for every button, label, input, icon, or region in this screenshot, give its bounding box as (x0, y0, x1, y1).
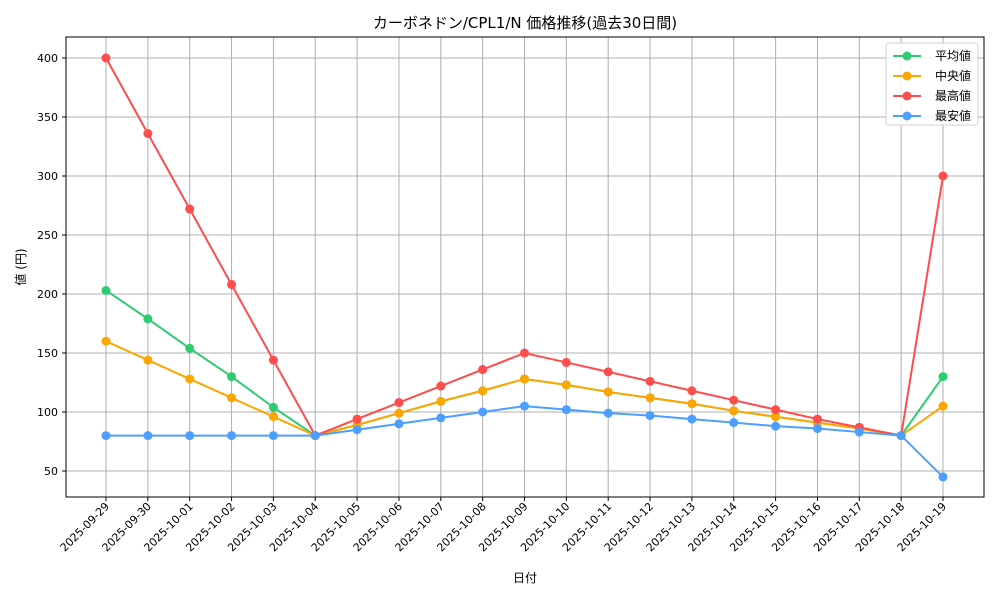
data-point (227, 431, 237, 441)
y-tick-label: 250 (37, 229, 58, 242)
data-point (185, 204, 195, 214)
data-point (268, 402, 278, 412)
data-point (729, 406, 739, 416)
y-axis-ticks: 50 100 150 200 250 300 350 400 (37, 52, 66, 478)
data-point (729, 418, 739, 428)
data-point (143, 129, 153, 139)
data-point (268, 431, 278, 441)
data-point (645, 393, 655, 403)
data-point (771, 421, 781, 431)
legend-frame (885, 42, 979, 126)
data-point (394, 408, 404, 418)
data-point (687, 386, 697, 396)
legend-marker-icon (902, 51, 912, 61)
y-tick-label: 200 (37, 288, 58, 301)
series-layer (101, 53, 948, 482)
data-point (394, 398, 404, 408)
data-point (101, 285, 111, 295)
grid-lines (66, 37, 984, 497)
data-point (938, 472, 948, 482)
data-point (185, 374, 195, 384)
data-point (143, 314, 153, 324)
legend-item: 平均値 (893, 48, 971, 63)
data-point (227, 372, 237, 382)
series-最高値 (101, 53, 948, 441)
data-point (645, 376, 655, 386)
data-point (310, 431, 320, 441)
data-point (603, 367, 613, 377)
data-point (812, 424, 822, 434)
legend-marker-icon (902, 111, 912, 121)
data-point (603, 408, 613, 418)
data-point (436, 413, 446, 423)
legend-item: 最安値 (893, 108, 971, 123)
data-point (227, 393, 237, 403)
data-point (268, 412, 278, 422)
data-point (352, 414, 362, 424)
y-tick-label: 150 (37, 347, 58, 360)
data-point (101, 53, 111, 63)
legend-label: 平均値 (935, 48, 971, 63)
data-point (771, 412, 781, 422)
data-point (687, 414, 697, 424)
y-tick-label: 100 (37, 406, 58, 419)
data-point (938, 171, 948, 181)
data-point (561, 357, 571, 367)
data-point (520, 374, 529, 384)
y-axis-label: 値 (円) (13, 248, 28, 285)
data-point (812, 414, 822, 424)
data-point (227, 280, 237, 290)
data-point (729, 395, 739, 405)
y-tick-label: 50 (44, 465, 58, 478)
data-point (603, 387, 613, 397)
data-point (478, 407, 488, 417)
data-point (436, 381, 446, 391)
legend-marker-icon (902, 91, 912, 101)
data-point (101, 431, 111, 441)
x-axis-ticks: 2025-09-292025-09-302025-10-012025-10-02… (58, 497, 949, 554)
data-point (268, 355, 278, 365)
data-point (436, 396, 446, 406)
y-tick-label: 400 (37, 52, 58, 65)
y-tick-label: 350 (37, 111, 58, 124)
data-point (938, 372, 948, 382)
data-point (561, 380, 571, 390)
x-axis-label: 日付 (513, 571, 537, 585)
legend-label: 最安値 (935, 108, 971, 123)
data-point (101, 336, 111, 346)
data-point (854, 427, 864, 437)
data-point (561, 405, 571, 415)
data-point (896, 431, 906, 441)
series-最安値 (101, 401, 948, 482)
data-point (478, 365, 488, 375)
data-point (520, 401, 529, 411)
legend-label: 最高値 (935, 88, 971, 103)
legend-item: 中央値 (893, 68, 971, 83)
y-tick-label: 300 (37, 170, 58, 183)
data-point (478, 386, 488, 396)
data-point (143, 355, 153, 365)
data-point (185, 431, 195, 441)
legend-label: 中央値 (935, 68, 971, 83)
chart-title: カーボネドン/CPL1/N 価格推移(過去30日間) (373, 14, 677, 32)
legend-marker-icon (902, 71, 912, 81)
data-point (394, 419, 404, 429)
data-point (938, 401, 948, 411)
data-point (520, 348, 529, 358)
data-point (771, 405, 781, 415)
data-point (185, 343, 195, 353)
legend-item: 最高値 (893, 88, 971, 103)
data-point (645, 411, 655, 421)
data-point (143, 431, 153, 441)
data-point (687, 399, 697, 409)
data-point (352, 425, 362, 435)
